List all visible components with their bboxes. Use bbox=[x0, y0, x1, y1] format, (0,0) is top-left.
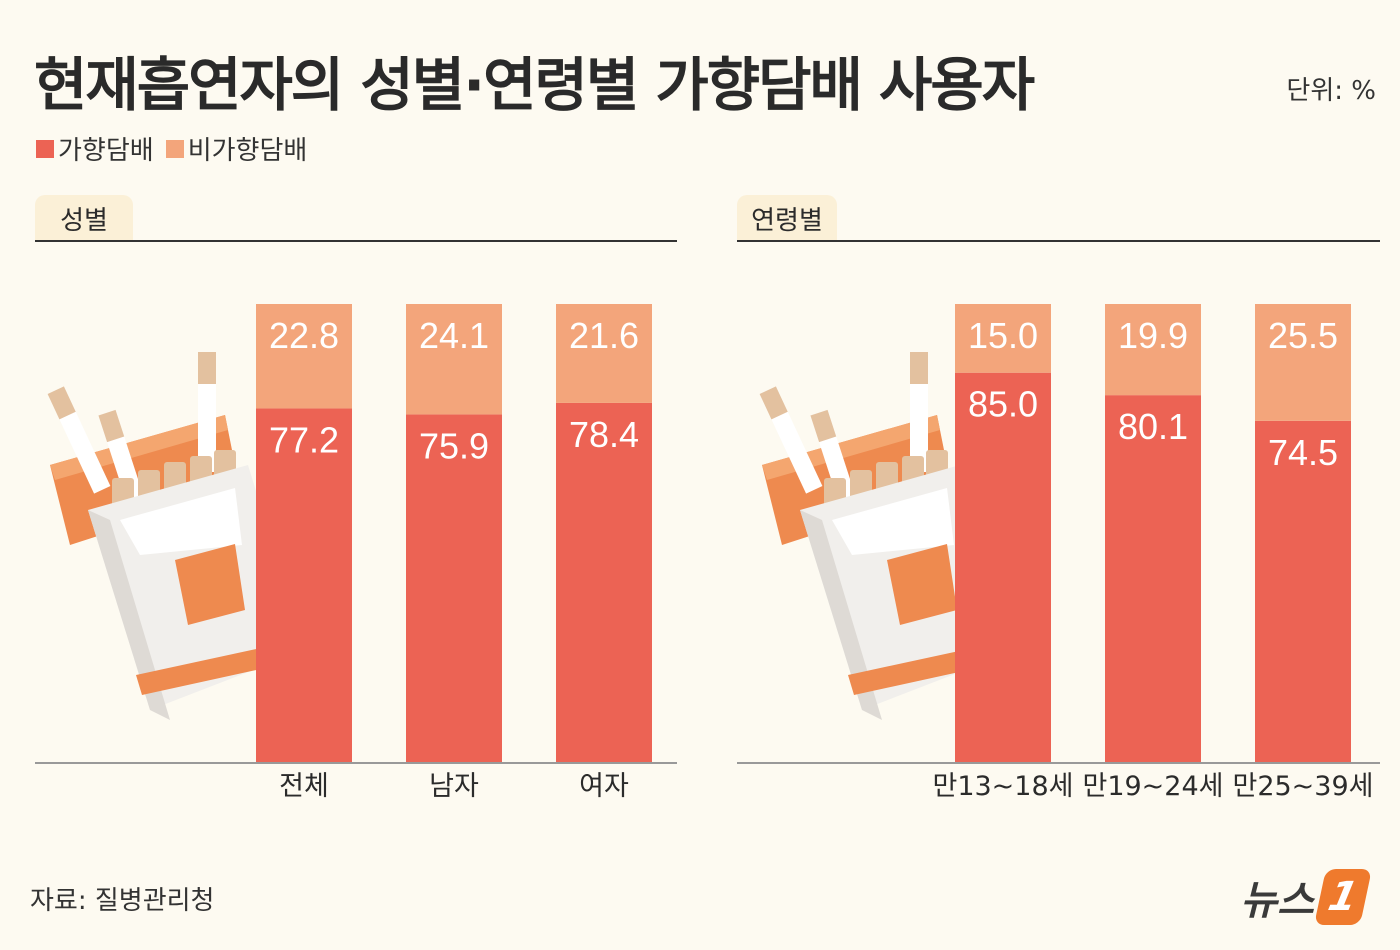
bar-nonflavored bbox=[556, 304, 652, 403]
x-axis-age bbox=[737, 762, 1380, 764]
bar-nonflavored bbox=[1105, 304, 1201, 396]
legend-label-nonflavored: 비가향담배 bbox=[187, 136, 308, 166]
bar-flavored bbox=[406, 414, 502, 762]
x-tick-label: 만13~18세 bbox=[932, 771, 1073, 802]
bar-flavored bbox=[1255, 420, 1351, 762]
legend-item-nonflavored: 비가향담배 bbox=[165, 130, 308, 167]
bar-nonflavored bbox=[1255, 304, 1351, 421]
data-label: 78.4 bbox=[569, 414, 639, 455]
bar-nonflavored bbox=[955, 304, 1051, 373]
data-label: 85.0 bbox=[968, 384, 1038, 425]
brand-logo: 뉴스 1 bbox=[1240, 868, 1372, 926]
legend: 가향담배 비가향담배 bbox=[36, 130, 319, 167]
data-label: 19.9 bbox=[1118, 315, 1188, 356]
bar-nonflavored bbox=[406, 304, 502, 415]
bar-flavored bbox=[1105, 395, 1201, 762]
x-tick-label: 전체 bbox=[279, 771, 329, 802]
data-label: 80.1 bbox=[1118, 406, 1188, 447]
panel-divider-age bbox=[737, 240, 1380, 242]
data-label: 24.1 bbox=[419, 315, 489, 356]
cigarette-pack-icon bbox=[47, 352, 305, 720]
x-tick-label: 여자 bbox=[579, 771, 629, 802]
chart-title: 현재흡연자의 성별·연령별 가향담배 사용자 bbox=[34, 51, 1035, 119]
data-label: 75.9 bbox=[419, 425, 489, 466]
panel-tab-age: 연령별 bbox=[737, 195, 837, 241]
data-label: 15.0 bbox=[968, 315, 1038, 356]
bar-nonflavored bbox=[256, 304, 352, 409]
x-tick-label: 만25~39세 bbox=[1232, 771, 1373, 802]
data-label: 25.5 bbox=[1268, 315, 1338, 356]
bar-flavored bbox=[955, 372, 1051, 762]
bar-flavored bbox=[256, 408, 352, 762]
data-label: 74.5 bbox=[1268, 432, 1338, 473]
x-axis-gender bbox=[35, 762, 677, 764]
panel-tab-gender: 성별 bbox=[35, 195, 133, 241]
x-tick-label: 남자 bbox=[429, 771, 479, 802]
x-tick-label: 만19~24세 bbox=[1082, 771, 1223, 802]
legend-label-flavored: 가향담배 bbox=[58, 136, 154, 166]
legend-item-flavored: 가향담배 bbox=[36, 130, 154, 167]
panel-divider-gender bbox=[35, 240, 677, 242]
brand-mark: 1 bbox=[1314, 869, 1372, 925]
bar-flavored bbox=[556, 402, 652, 762]
brand-text: 뉴스 bbox=[1240, 878, 1314, 924]
legend-swatch-nonflavored bbox=[165, 139, 184, 158]
source-note: 자료: 질병관리청 bbox=[30, 886, 215, 916]
unit-label: 단위: % bbox=[1286, 76, 1376, 106]
legend-swatch-flavored bbox=[36, 139, 54, 158]
data-label: 22.8 bbox=[269, 315, 339, 356]
data-label: 21.6 bbox=[569, 315, 639, 356]
data-label: 77.2 bbox=[269, 419, 339, 460]
